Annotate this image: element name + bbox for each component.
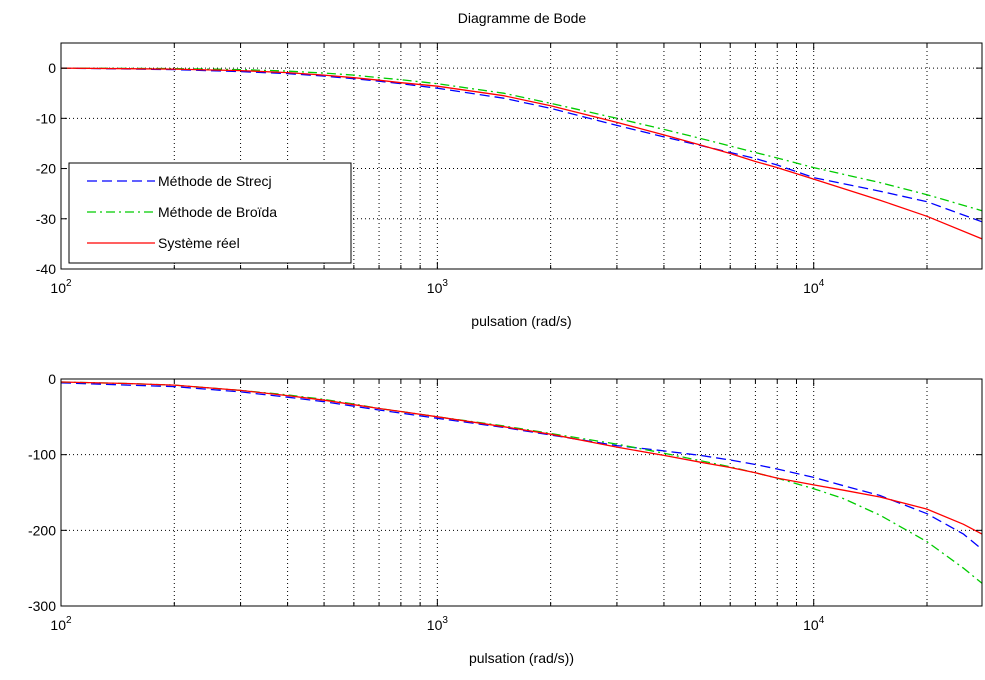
y-tick-label: -200	[28, 522, 56, 538]
series-line-2	[60, 381, 983, 584]
x-tick-label: 103	[427, 278, 449, 296]
x-tick-label: 103	[427, 615, 449, 633]
series-group	[60, 381, 983, 584]
y-tick-label: -40	[36, 261, 56, 277]
y-tick-label: -30	[36, 211, 56, 227]
y-tick-label: -10	[36, 110, 56, 126]
x-axis-label: pulsation (rad/s)	[471, 313, 571, 329]
grid	[61, 379, 982, 606]
x-tick-label: 104	[803, 278, 825, 296]
grid	[61, 43, 982, 269]
legend-box	[68, 162, 352, 264]
x-axis-label: pulsation (rad/s))	[469, 650, 574, 666]
legend-label-1: Méthode de Strecj	[158, 173, 272, 189]
x-tick-label: 104	[803, 615, 825, 633]
axes-frame	[60, 42, 983, 270]
y-tick-label: -300	[28, 598, 56, 614]
y-tick-label: 0	[48, 60, 56, 76]
x-tick-label: 102	[50, 278, 72, 296]
legend: Méthode de Strecj Méthode de Broïda Systèm…	[68, 162, 352, 264]
series-group	[60, 67, 983, 240]
series-line-3	[60, 67, 983, 240]
y-tick-label: -20	[36, 161, 56, 177]
figure-title: Diagramme de Bode	[458, 10, 587, 26]
legend-label-2: Méthode de Broïda	[158, 204, 277, 220]
legend-label-3: Système réel	[158, 235, 240, 251]
axes-frame	[60, 378, 983, 607]
series-line-1	[60, 67, 983, 223]
series-line-3	[60, 381, 983, 535]
y-tick-label: -100	[28, 447, 56, 463]
axes-area	[61, 379, 982, 606]
y-tick-label: 0	[48, 371, 56, 387]
x-tick-label: 102	[50, 615, 72, 633]
